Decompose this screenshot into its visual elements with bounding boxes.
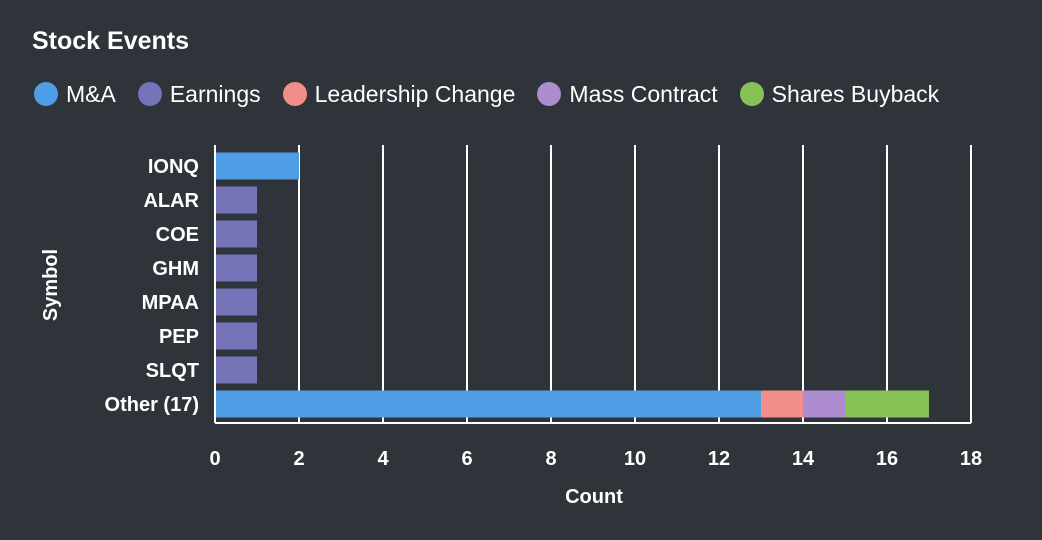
- legend-label-earnings: Earnings: [169, 81, 261, 107]
- y-axis-title: Symbol: [40, 249, 62, 321]
- chart-title: Stock Events: [32, 27, 190, 55]
- x-tick-label: 8: [545, 448, 556, 470]
- legend-label-shares-buyback: Shares Buyback: [771, 81, 940, 107]
- legend-item-mass-contract[interactable]: Mass Contract: [537, 80, 718, 108]
- y-category-label: GHM: [152, 258, 199, 280]
- y-category-label: SLQT: [146, 360, 199, 382]
- x-tick-label: 16: [876, 448, 898, 470]
- bar-other-17-m-a[interactable]: [215, 390, 761, 418]
- x-tick-label: 18: [960, 448, 982, 470]
- x-tick-label: 6: [461, 448, 472, 470]
- x-tick-label: 2: [293, 448, 304, 470]
- bars-layer: [215, 152, 929, 418]
- legend-item-earnings[interactable]: Earnings: [137, 80, 261, 108]
- bar-alar-earnings[interactable]: [215, 186, 257, 214]
- legend-item-shares-buyback[interactable]: Shares Buyback: [739, 80, 940, 108]
- legend-swatch-leadership-change-icon: [282, 82, 307, 106]
- bar-other-17-leadership-change[interactable]: [761, 390, 803, 418]
- x-tick-label: 10: [624, 448, 646, 470]
- labels-layer: 0 2 4 6 8 10 12 14 16 18 IONQ ALAR COE GHM MPAA PEP SLQT…: [40, 156, 982, 508]
- y-category-label: ALAR: [143, 190, 199, 212]
- y-category-label: Other (17): [105, 394, 199, 416]
- chart-legend: M&A Earnings Leadership Change Mass Cont…: [34, 79, 939, 109]
- bar-ghm-earnings[interactable]: [215, 254, 257, 282]
- y-category-label: IONQ: [148, 156, 199, 178]
- bar-other-17-mass-contract[interactable]: [803, 390, 845, 418]
- bar-slqt-earnings[interactable]: [215, 356, 257, 384]
- x-tick-label: 0: [209, 448, 220, 470]
- bar-ionq-m-a[interactable]: [215, 152, 299, 180]
- legend-swatch-earnings-icon: [137, 82, 162, 106]
- legend-label-mass-contract: Mass Contract: [569, 81, 718, 107]
- legend-swatch-mass-contract-icon: [537, 82, 562, 106]
- y-category-label: PEP: [159, 326, 199, 348]
- legend-item-leadership-change[interactable]: Leadership Change: [282, 80, 516, 108]
- bar-coe-earnings[interactable]: [215, 220, 257, 248]
- axes-layer: [214, 145, 971, 424]
- grid-layer: [298, 145, 972, 423]
- bar-other-17-shares-buyback[interactable]: [845, 390, 929, 418]
- legend-item-ma[interactable]: M&A: [34, 80, 116, 108]
- x-tick-label: 12: [708, 448, 730, 470]
- x-tick-label: 4: [377, 448, 389, 470]
- bar-pep-earnings[interactable]: [215, 322, 257, 350]
- y-category-label: MPAA: [142, 292, 199, 314]
- legend-swatch-ma-icon: [34, 82, 58, 106]
- y-category-label: COE: [156, 224, 199, 246]
- legend-label-leadership-change: Leadership Change: [314, 81, 516, 107]
- x-tick-label: 14: [792, 448, 815, 470]
- legend-swatch-shares-buyback-icon: [739, 82, 764, 106]
- x-axis-title: Count: [565, 486, 623, 508]
- legend-label-ma: M&A: [66, 81, 116, 107]
- bar-mpaa-earnings[interactable]: [215, 288, 257, 316]
